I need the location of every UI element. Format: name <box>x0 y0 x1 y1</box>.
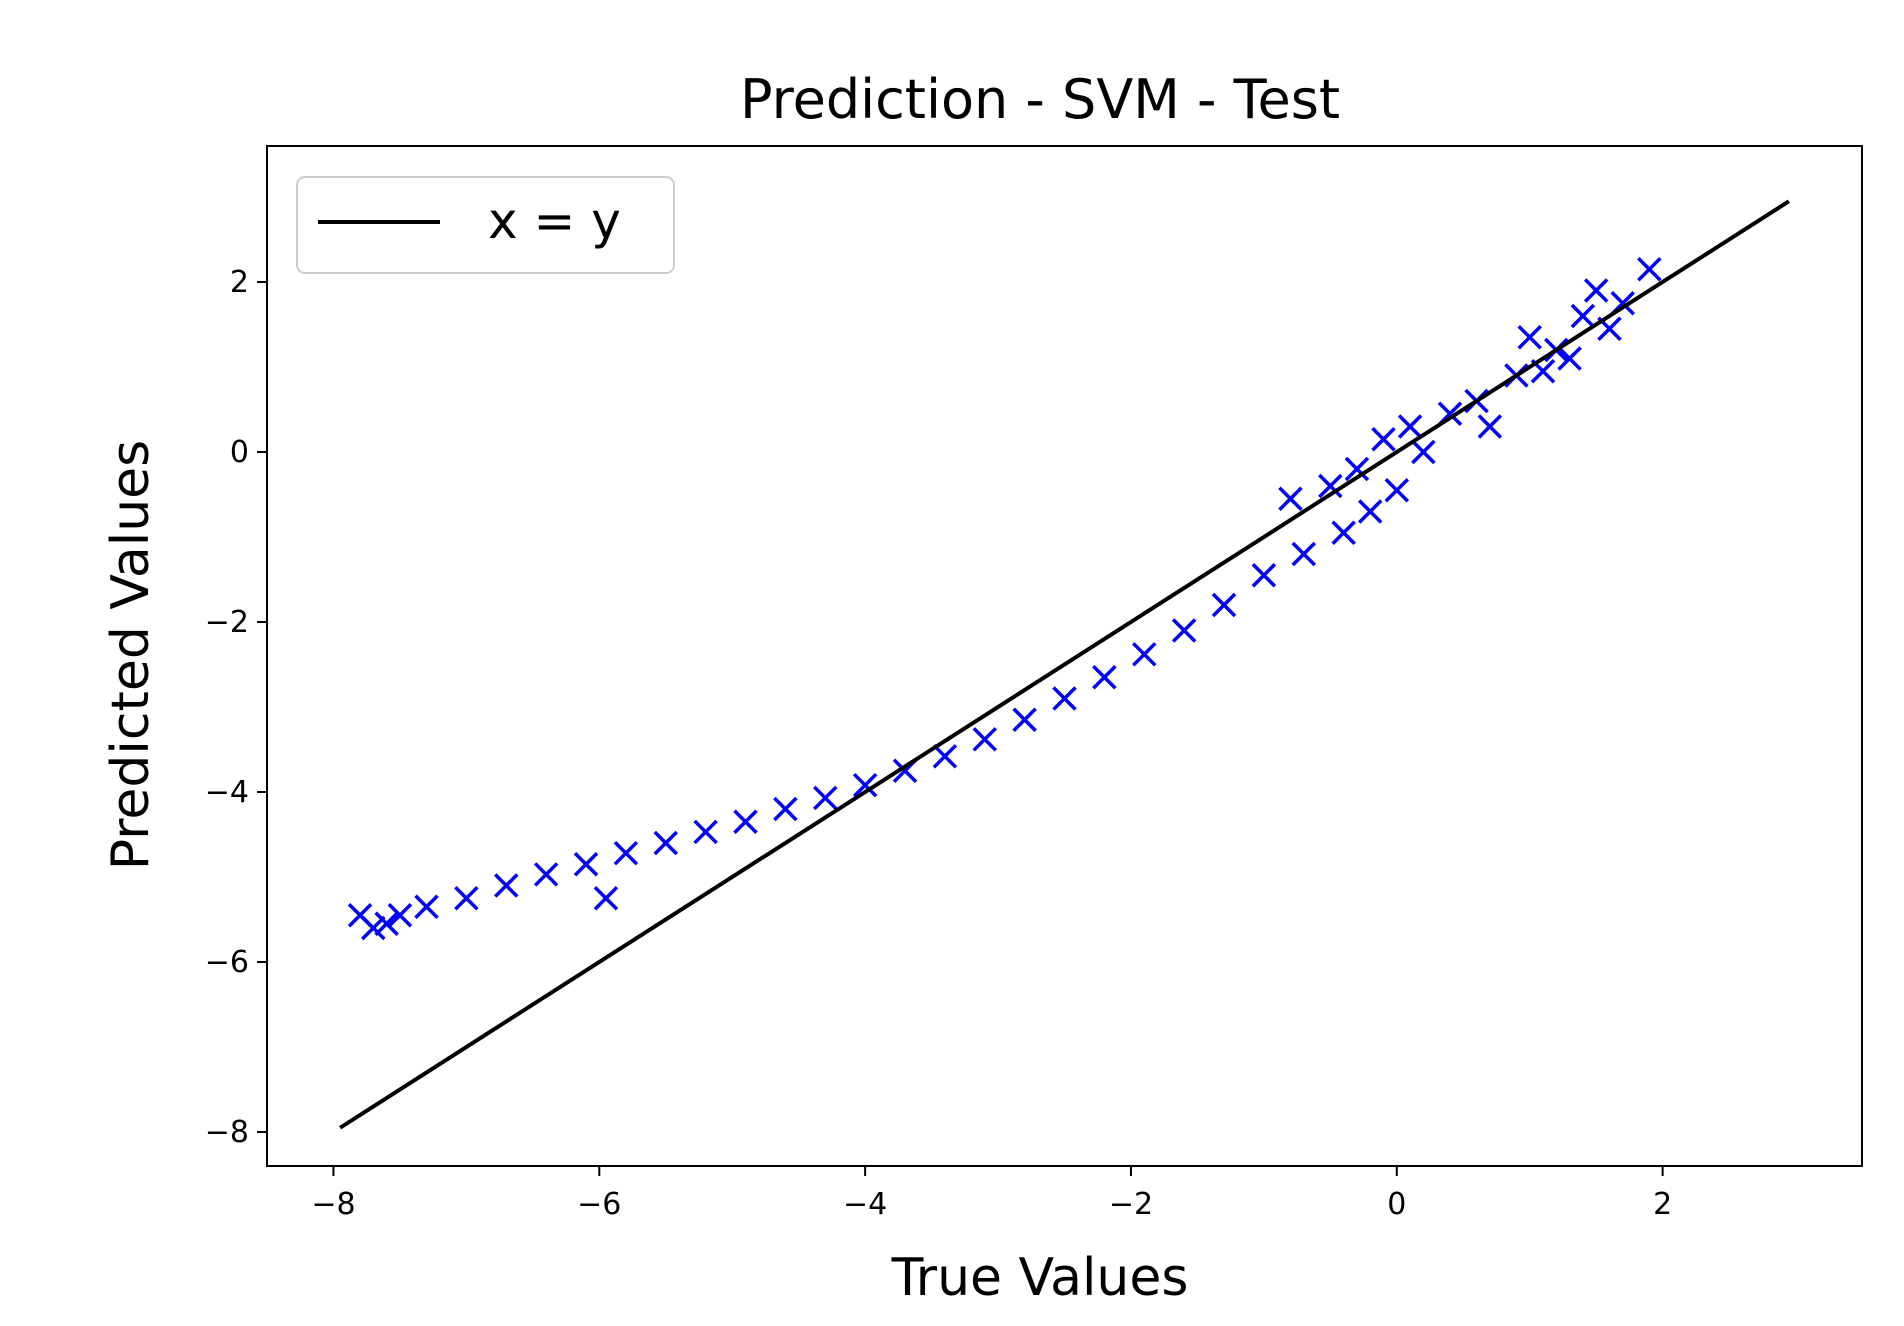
scatter-point <box>1092 665 1117 690</box>
scatter-point <box>1052 686 1077 711</box>
scatter-point <box>387 903 413 928</box>
scatter-point <box>1557 346 1582 371</box>
y-tick-label: 2 <box>230 265 249 300</box>
scatter-point <box>1211 592 1237 618</box>
y-tick-label: −6 <box>205 945 249 980</box>
scatter-point <box>1583 278 1609 303</box>
scatter-point <box>1251 563 1277 588</box>
scatter-point <box>454 886 479 911</box>
identity-line <box>339 199 1790 1130</box>
scatter-band <box>347 257 1662 941</box>
x-tick-label: −2 <box>1109 1187 1153 1222</box>
x-axis-label: True Values <box>891 1248 1189 1308</box>
chart-title: Prediction - SVM - Test <box>740 68 1340 131</box>
scatter-point <box>1371 427 1396 452</box>
y-tick-label: −8 <box>205 1115 249 1150</box>
x-axis: −8 −6 −4 −2 0 2 <box>311 1166 1672 1222</box>
scatter-point <box>1517 325 1542 350</box>
x-tick-label: −8 <box>311 1187 355 1222</box>
y-axis-label: Predicted Values <box>101 440 161 871</box>
scatter-point <box>773 796 798 822</box>
x-tick-label: −4 <box>843 1187 887 1222</box>
scatter-point <box>852 772 878 798</box>
scatter-point <box>1477 414 1503 439</box>
scatter-point <box>733 809 758 834</box>
legend-box <box>296 176 675 274</box>
scatter-point <box>533 862 559 887</box>
scatter-point <box>1397 414 1423 439</box>
scatter-point <box>1278 486 1303 511</box>
plot-frame <box>266 145 1863 1167</box>
scatter-point <box>414 894 439 919</box>
scatter-point <box>1344 456 1370 482</box>
x-tick-label: 2 <box>1653 1187 1672 1222</box>
scatter-point <box>593 886 619 911</box>
scatter-point <box>1411 439 1436 465</box>
identity-line-layer <box>339 199 1790 1130</box>
scatter-point <box>1331 520 1356 545</box>
legend-entry-label: x = y <box>488 192 621 250</box>
y-tick-label: −4 <box>205 775 249 810</box>
scatter-point <box>361 915 386 941</box>
scatter-point <box>1637 257 1662 282</box>
legend: x = y <box>296 176 675 274</box>
scatter-point <box>653 830 678 856</box>
scatter-point <box>374 911 399 936</box>
scatter-point <box>693 819 718 845</box>
scatter-point <box>1318 473 1343 499</box>
y-tick-label: 0 <box>230 435 249 470</box>
scatter-point <box>1357 499 1383 524</box>
scatter-point <box>1570 303 1596 329</box>
scatter-point <box>972 727 997 752</box>
scatter-point <box>932 744 958 769</box>
x-tick-label: 0 <box>1387 1187 1406 1222</box>
y-tick-label: −2 <box>205 605 249 640</box>
scatter-point <box>1171 618 1197 643</box>
scatter-point <box>1384 478 1410 503</box>
x-tick-label: −6 <box>577 1187 621 1222</box>
scatter-point <box>1291 541 1316 567</box>
scatter-point <box>1132 642 1157 667</box>
scatter-point <box>1012 707 1037 732</box>
scatter-point <box>813 785 838 811</box>
y-axis: −8 −6 −4 −2 0 2 <box>205 265 267 1150</box>
scatter-point <box>613 840 639 866</box>
scatter-point <box>573 852 599 877</box>
scatter-point <box>494 873 519 898</box>
